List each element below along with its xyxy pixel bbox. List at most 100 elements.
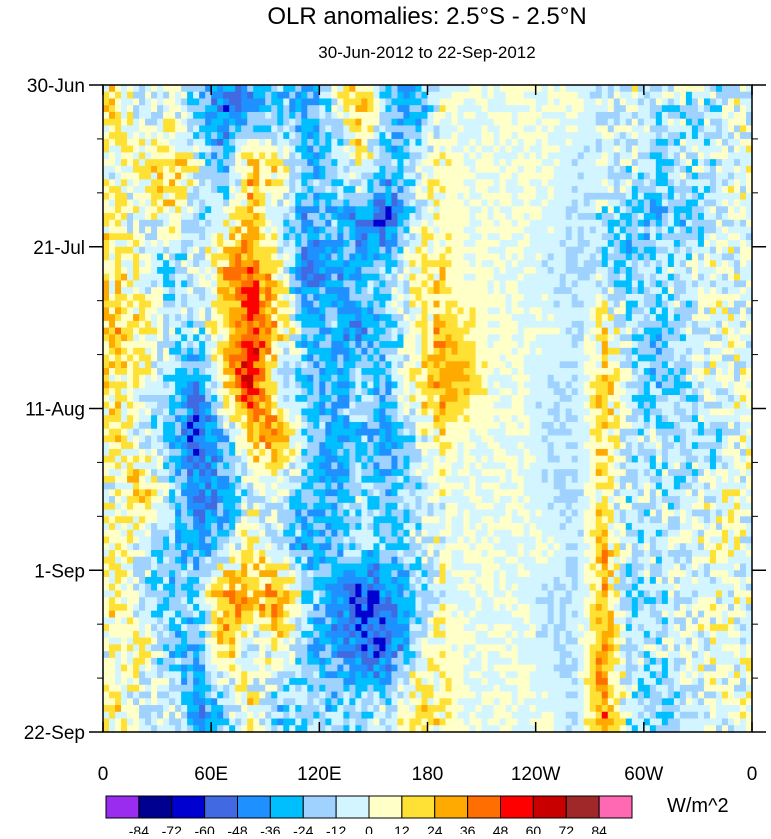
heatmap-cell xyxy=(601,192,609,201)
heatmap-cell xyxy=(745,374,753,383)
heatmap-cell xyxy=(313,368,320,376)
heatmap-cell xyxy=(307,388,314,396)
heatmap-cell xyxy=(685,293,693,302)
heatmap-cell xyxy=(109,132,116,140)
heatmap-cell xyxy=(673,354,681,362)
heatmap-cell xyxy=(121,273,128,282)
heatmap-cell xyxy=(109,273,116,282)
heatmap-cell xyxy=(559,98,567,106)
heatmap-cell xyxy=(319,179,326,187)
heatmap-cell xyxy=(283,300,290,309)
heatmap-cell xyxy=(643,85,651,93)
heatmap-cell xyxy=(139,354,146,362)
heatmap-cell xyxy=(469,260,477,268)
heatmap-cell xyxy=(601,145,609,153)
heatmap-cell xyxy=(121,125,128,133)
heatmap-cell xyxy=(415,354,423,362)
heatmap-cell xyxy=(199,186,206,194)
heatmap-cell xyxy=(295,125,302,133)
heatmap-cell xyxy=(733,226,741,234)
heatmap-cell xyxy=(571,280,579,288)
heatmap-cell xyxy=(691,91,699,100)
heatmap-cell xyxy=(745,388,753,396)
heatmap-cell xyxy=(601,260,609,268)
heatmap-cell xyxy=(151,91,158,100)
heatmap-cell xyxy=(499,293,507,302)
heatmap-cell xyxy=(487,85,495,93)
heatmap-cell xyxy=(307,172,314,180)
heatmap-cell xyxy=(307,199,314,207)
heatmap-cell xyxy=(337,132,344,140)
heatmap-cell xyxy=(229,395,236,403)
heatmap-cell xyxy=(361,327,369,335)
heatmap-cell xyxy=(421,118,429,127)
heatmap-cell xyxy=(349,152,356,160)
heatmap-cell xyxy=(109,192,116,201)
heatmap-cell xyxy=(199,111,206,120)
heatmap-cell xyxy=(349,179,356,187)
heatmap-cell xyxy=(685,192,693,201)
heatmap-cell xyxy=(337,206,344,214)
heatmap-cell xyxy=(667,111,675,120)
heatmap-cell xyxy=(259,395,266,403)
heatmap-cell xyxy=(535,273,543,282)
heatmap-cell xyxy=(415,186,423,194)
heatmap-cell xyxy=(163,199,170,207)
heatmap-cell xyxy=(313,293,320,302)
heatmap-cell xyxy=(229,145,236,153)
heatmap-cell xyxy=(265,334,272,342)
heatmap-cell xyxy=(133,374,140,383)
heatmap-cell xyxy=(733,145,741,153)
heatmap-cell xyxy=(553,320,561,329)
heatmap-cell xyxy=(643,192,651,201)
heatmap-cell xyxy=(115,253,122,261)
heatmap-cell xyxy=(619,206,627,214)
heatmap-cell xyxy=(457,206,465,214)
heatmap-cell xyxy=(367,260,375,268)
heatmap-cell xyxy=(595,361,603,369)
heatmap-cell xyxy=(253,287,260,295)
heatmap-cell xyxy=(595,199,603,207)
heatmap-cell xyxy=(151,260,158,268)
heatmap-cell xyxy=(739,293,747,302)
heatmap-cell xyxy=(343,145,350,153)
heatmap-cell xyxy=(733,293,741,302)
heatmap-cell xyxy=(457,246,465,255)
heatmap-cell xyxy=(379,98,387,106)
heatmap-cell xyxy=(103,138,110,147)
heatmap-cell xyxy=(487,132,495,140)
heatmap-cell xyxy=(547,253,555,261)
heatmap-cell xyxy=(385,334,393,342)
heatmap-cell xyxy=(337,320,344,329)
heatmap-cell xyxy=(409,260,417,268)
heatmap-cell xyxy=(409,273,417,282)
heatmap-cell xyxy=(637,111,645,120)
heatmap-cell xyxy=(655,347,663,356)
heatmap-cell xyxy=(151,132,158,140)
heatmap-cell xyxy=(415,138,423,147)
heatmap-cell xyxy=(253,347,260,356)
heatmap-cell xyxy=(481,118,489,127)
heatmap-cell xyxy=(487,300,495,309)
heatmap-cell xyxy=(259,374,266,383)
heatmap-cell xyxy=(463,152,471,160)
heatmap-cell xyxy=(241,179,248,187)
heatmap-cell xyxy=(121,381,128,389)
heatmap-cell xyxy=(103,341,110,349)
heatmap-cell xyxy=(439,165,447,174)
heatmap-cell xyxy=(571,98,579,106)
heatmap-cell xyxy=(115,307,122,315)
heatmap-cell xyxy=(217,246,224,255)
heatmap-cell xyxy=(187,138,194,147)
heatmap-cell xyxy=(307,341,314,349)
heatmap-cell xyxy=(583,266,591,275)
heatmap-cell xyxy=(373,172,381,180)
heatmap-cell xyxy=(721,327,729,335)
heatmap-cell xyxy=(163,138,170,147)
heatmap-cell xyxy=(307,145,314,153)
heatmap-cell xyxy=(583,91,591,100)
heatmap-cell xyxy=(571,293,579,302)
heatmap-cell xyxy=(721,226,729,234)
heatmap-cell xyxy=(613,347,621,356)
heatmap-cell xyxy=(163,368,170,376)
